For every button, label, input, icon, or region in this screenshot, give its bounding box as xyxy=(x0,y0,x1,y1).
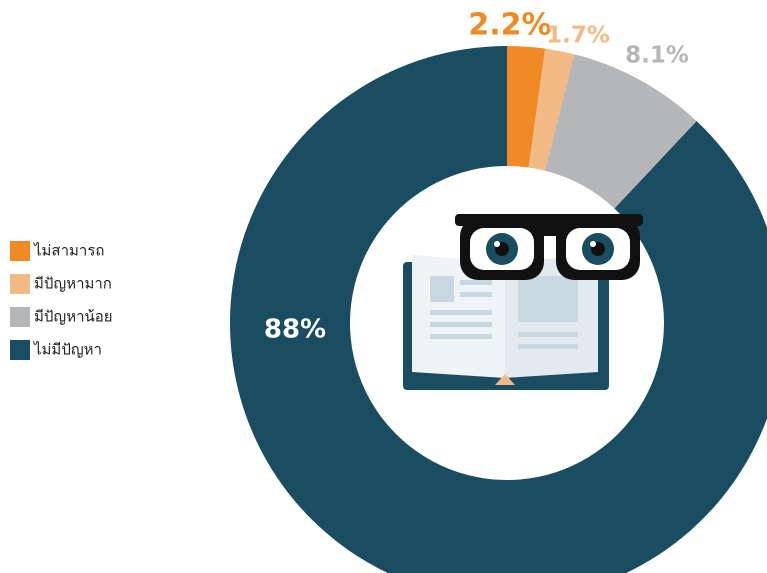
value-label: 2.2% xyxy=(468,8,551,43)
legend-label: ไม่สามารถ xyxy=(33,242,104,260)
legend-label: มีปัญหามาก xyxy=(34,275,112,293)
legend-swatch xyxy=(10,241,30,261)
slice xyxy=(230,46,767,573)
legend-swatch xyxy=(10,274,30,294)
slices xyxy=(230,46,767,573)
book-illustration xyxy=(403,214,643,390)
slice xyxy=(528,48,575,171)
value-label: 1.7% xyxy=(546,23,610,49)
legend-swatch xyxy=(10,340,30,360)
value-label: 8.1% xyxy=(625,43,689,69)
slice xyxy=(507,46,546,168)
legend-label: ไม่มีปัญหา xyxy=(33,341,102,359)
slice xyxy=(545,54,697,209)
legend-swatch xyxy=(10,307,30,327)
legend-label: มีปัญหาน้อย xyxy=(34,308,113,326)
value-labels: 2.2%1.7% 8.1% 88% xyxy=(264,8,689,345)
value-label: 88% xyxy=(264,315,326,345)
